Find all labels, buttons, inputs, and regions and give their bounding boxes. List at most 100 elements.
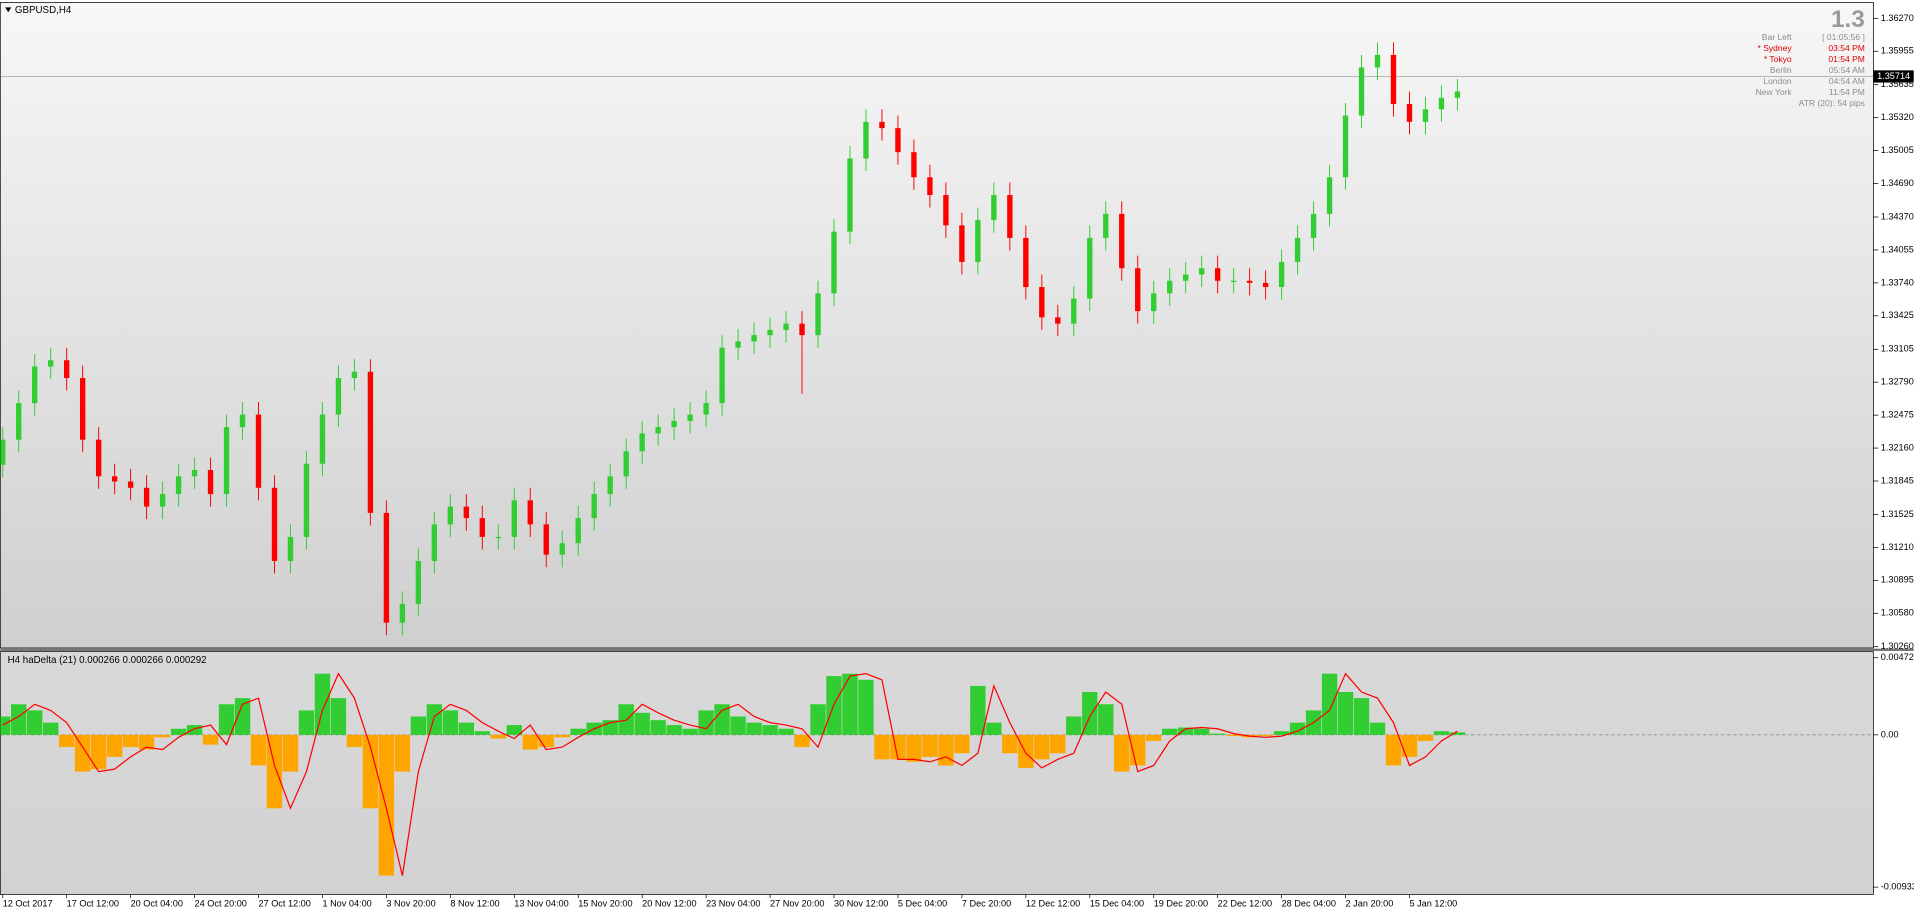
x-tick-label: 12 Dec 12:00 bbox=[1026, 899, 1080, 909]
candle-body bbox=[895, 128, 901, 153]
candle-body bbox=[143, 487, 150, 507]
histogram-bar bbox=[346, 734, 363, 748]
candle-body bbox=[447, 506, 454, 525]
y-tick-label: 1.34055 bbox=[1881, 244, 1914, 254]
histogram-bar bbox=[458, 722, 475, 735]
histogram-bar bbox=[938, 734, 954, 766]
histogram-bar bbox=[1257, 734, 1274, 737]
y-tick-label: 1.33105 bbox=[1881, 344, 1914, 354]
histogram-bar bbox=[154, 734, 171, 738]
histogram-bar bbox=[218, 704, 235, 735]
candle-body bbox=[463, 506, 470, 519]
main-pane bbox=[0, 2, 1874, 649]
y-tick-label: 1.33425 bbox=[1881, 310, 1914, 320]
candle-body bbox=[399, 603, 406, 623]
histogram-bar bbox=[138, 734, 155, 750]
histogram-bar bbox=[330, 698, 347, 735]
histogram-bar bbox=[890, 734, 906, 760]
candle-body bbox=[1214, 268, 1221, 281]
x-tick-label: 20 Oct 04:00 bbox=[131, 899, 183, 909]
candle-body bbox=[271, 487, 278, 561]
x-tick-label: 5 Dec 04:00 bbox=[898, 899, 947, 909]
session-label: * Sydney bbox=[1758, 43, 1793, 53]
candle-body bbox=[671, 420, 677, 428]
session-label: * Tokyo bbox=[1764, 54, 1792, 64]
candle-body bbox=[1342, 115, 1349, 178]
candle-body bbox=[207, 470, 214, 495]
candle-body bbox=[1454, 91, 1461, 98]
histogram-bar bbox=[90, 734, 107, 770]
candle-body bbox=[1358, 67, 1365, 116]
x-tick-label: 17 Oct 12:00 bbox=[67, 899, 119, 909]
histogram-bar bbox=[1209, 733, 1226, 735]
candle-body bbox=[911, 152, 917, 178]
histogram-bar bbox=[1353, 698, 1370, 735]
histogram-bar bbox=[314, 673, 331, 735]
histogram-bar bbox=[1433, 731, 1450, 735]
histogram-bar bbox=[1417, 734, 1434, 741]
histogram-bar bbox=[234, 698, 251, 735]
session-label: Bar Left bbox=[1762, 32, 1793, 42]
candle-body bbox=[751, 335, 757, 342]
candle-body bbox=[959, 225, 965, 262]
candle-body bbox=[495, 536, 501, 539]
candle-body bbox=[735, 341, 741, 348]
candle-body bbox=[639, 433, 645, 452]
candle-body bbox=[32, 366, 38, 404]
candle-body bbox=[543, 524, 549, 555]
candle-body bbox=[1071, 298, 1077, 324]
candle-body bbox=[415, 560, 422, 604]
y-tick-label: 1.34370 bbox=[1881, 211, 1914, 221]
x-tick-label: 2 Jan 20:00 bbox=[1346, 899, 1394, 909]
candle-body bbox=[1438, 97, 1445, 110]
window-title: GBPUSD,H4 bbox=[15, 5, 72, 16]
candle-body bbox=[1007, 195, 1013, 238]
histogram-bar bbox=[282, 734, 299, 772]
histogram-bar bbox=[970, 685, 986, 735]
histogram-bar bbox=[186, 725, 203, 735]
histogram-bar bbox=[362, 734, 379, 809]
histogram-bar bbox=[442, 710, 459, 735]
candle-body bbox=[48, 360, 54, 367]
histogram-bar bbox=[1401, 734, 1418, 757]
histogram-bar bbox=[842, 673, 858, 735]
candle-body bbox=[367, 371, 374, 513]
histogram-bar bbox=[986, 722, 1002, 735]
histogram-bar bbox=[426, 704, 443, 735]
candle-body bbox=[783, 323, 789, 330]
candle-body bbox=[527, 500, 533, 525]
x-tick-label: 8 Nov 12:00 bbox=[450, 899, 499, 909]
histogram-bar bbox=[1050, 734, 1066, 754]
dropdown-arrow[interactable] bbox=[5, 7, 12, 13]
histogram-bar bbox=[1193, 728, 1210, 735]
histogram-bar bbox=[1337, 692, 1354, 735]
session-label: Berlin bbox=[1770, 65, 1792, 75]
histogram-bar bbox=[410, 716, 427, 735]
histogram-bar bbox=[474, 731, 490, 735]
candle-body bbox=[1135, 268, 1141, 312]
x-tick-label: 7 Dec 20:00 bbox=[962, 899, 1011, 909]
candle-body bbox=[847, 158, 853, 232]
candle-body bbox=[479, 518, 485, 537]
histogram-bar bbox=[794, 734, 810, 748]
histogram-bar bbox=[762, 725, 778, 735]
y-tick-label: 1.35635 bbox=[1881, 79, 1914, 89]
candle-body bbox=[623, 451, 629, 477]
candle-body bbox=[1326, 177, 1333, 214]
session-time: 05:54 AM bbox=[1829, 65, 1865, 75]
histogram-bar bbox=[922, 734, 938, 757]
candle-body bbox=[1406, 104, 1413, 122]
histogram-bar bbox=[1273, 731, 1290, 735]
x-tick-label: 3 Nov 20:00 bbox=[386, 899, 435, 909]
session-time: [ 01:05:56 ] bbox=[1822, 32, 1865, 42]
candle-body bbox=[815, 293, 821, 336]
candle-body bbox=[1422, 109, 1429, 122]
y-tick-label: 1.31210 bbox=[1881, 542, 1914, 552]
histogram-bar bbox=[570, 728, 586, 735]
big-price: 1.3 bbox=[1831, 6, 1865, 33]
candle-body bbox=[1246, 280, 1253, 283]
candle-body bbox=[1278, 261, 1285, 288]
histogram-bar bbox=[858, 679, 874, 735]
histogram-bar bbox=[650, 720, 666, 735]
